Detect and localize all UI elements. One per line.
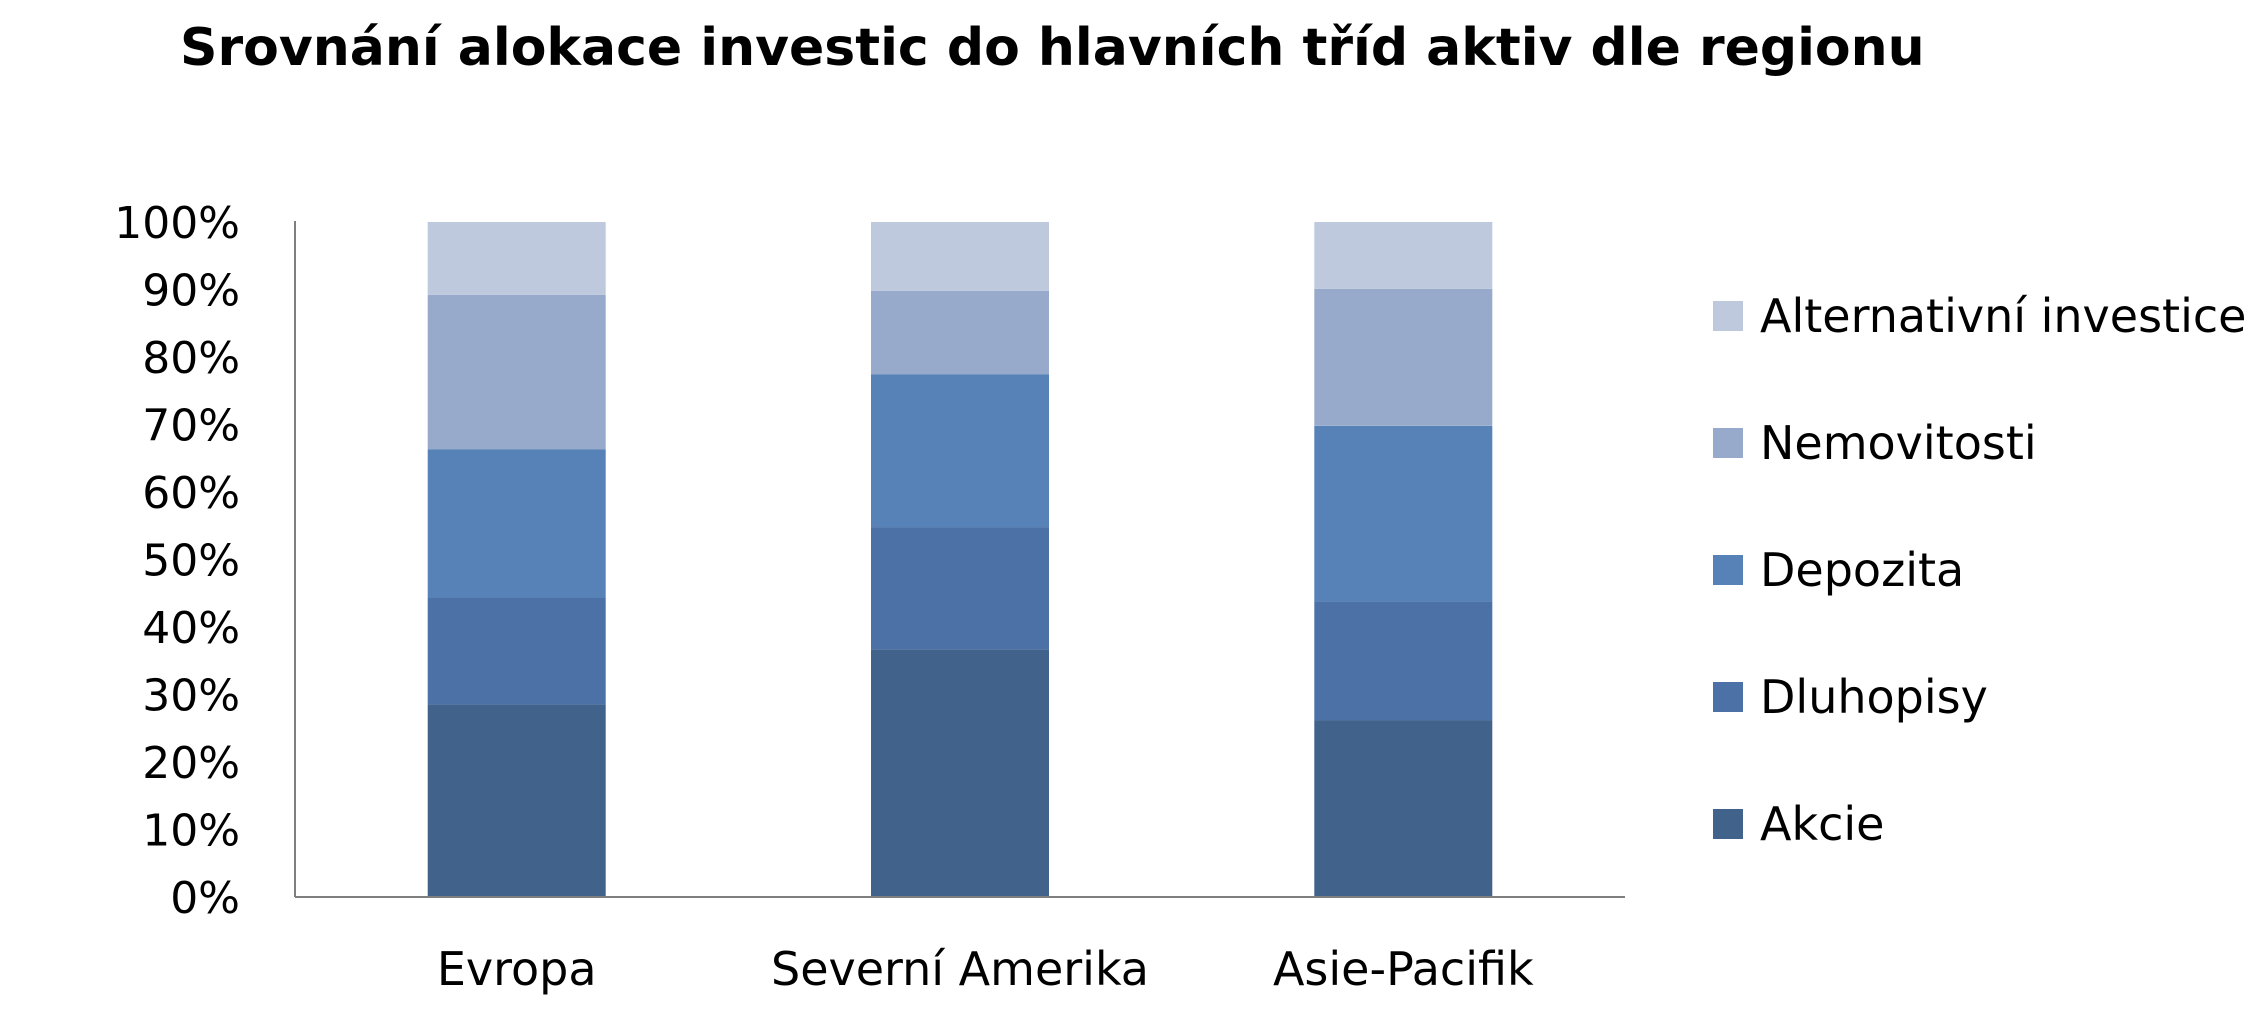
legend-swatch: [1713, 301, 1743, 331]
legend-label: Depozita: [1760, 543, 1964, 597]
bar-segment-depozita-2: [1314, 425, 1493, 602]
legend-swatch: [1713, 428, 1743, 458]
y-tick-label: 70%: [142, 401, 240, 452]
bar-segment-alternativní-investice-2: [1314, 222, 1493, 289]
bar-segment-akcie-0: [427, 704, 606, 897]
y-tick-label: 10%: [142, 806, 240, 857]
y-tick-label: 60%: [142, 468, 240, 519]
y-tick-label: 20%: [142, 738, 240, 789]
bar-segment-depozita-1: [871, 374, 1049, 527]
y-tick-label: 0%: [170, 873, 240, 924]
y-tick-label: 50%: [142, 536, 240, 587]
y-tick-label: 90%: [142, 266, 240, 317]
bar-segment-dluhopisy-2: [1314, 601, 1493, 721]
axes: Evropa Severní Amerika Asie-Pacifik 0% 10% 20…: [114, 198, 1625, 996]
y-tick-label: 30%: [142, 671, 240, 722]
bar-segment-depozita-0: [427, 449, 606, 598]
legend-label: Alternativní investice: [1760, 289, 2246, 343]
legend-swatch: [1713, 682, 1743, 712]
bar-segment-nemovitosti-0: [427, 294, 606, 450]
bar-segment-alternativní-investice-1: [871, 222, 1049, 291]
legend-label: Dluhopisy: [1760, 670, 1988, 724]
x-tick-label: Evropa: [437, 942, 597, 996]
legend-label: Akcie: [1760, 797, 1884, 851]
bar-segment-dluhopisy-1: [871, 527, 1049, 650]
bar-segment-akcie-2: [1314, 720, 1493, 897]
legend-swatch: [1713, 809, 1743, 839]
legend-swatch: [1713, 555, 1743, 585]
y-tick-label: 80%: [142, 333, 240, 384]
plot-area: [427, 222, 1493, 897]
chart-title: Srovnání alokace investic do hlavních tř…: [180, 18, 1925, 78]
bar-segment-akcie-1: [871, 649, 1049, 897]
y-tick-label: 100%: [114, 198, 240, 249]
bar-segment-nemovitosti-1: [871, 290, 1049, 375]
y-tick-label: 40%: [142, 603, 240, 654]
x-tick-label: Asie-Pacifik: [1273, 942, 1534, 996]
x-tick-label: Severní Amerika: [771, 942, 1149, 996]
bar-segment-dluhopisy-0: [427, 598, 606, 705]
legend-label: Nemovitosti: [1760, 416, 2037, 470]
bar-segment-nemovitosti-2: [1314, 288, 1493, 426]
legend: Alternativní investice Nemovitosti Depozit…: [1713, 289, 2246, 851]
bar-segment-alternativní-investice-0: [427, 222, 606, 295]
